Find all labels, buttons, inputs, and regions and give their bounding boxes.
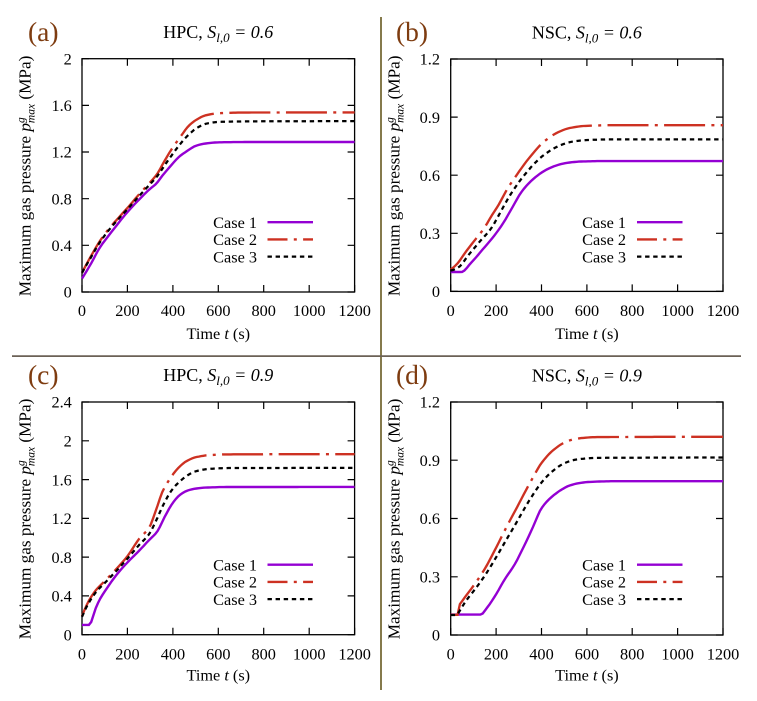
svg-text:0: 0 bbox=[78, 301, 86, 320]
svg-text:Maximum gas pressure pgmax (MP: Maximum gas pressure pgmax (MPa) bbox=[385, 399, 407, 640]
svg-text:NSC, Sl,0 = 0.9: NSC, Sl,0 = 0.9 bbox=[532, 366, 642, 389]
svg-text:1.6: 1.6 bbox=[51, 96, 71, 115]
svg-text:800: 800 bbox=[620, 301, 644, 320]
svg-text:0.6: 0.6 bbox=[420, 166, 440, 185]
svg-text:0: 0 bbox=[447, 645, 455, 664]
svg-text:800: 800 bbox=[251, 645, 275, 664]
svg-text:Case 2: Case 2 bbox=[213, 573, 257, 592]
svg-text:1.6: 1.6 bbox=[51, 470, 71, 489]
svg-text:HPC, Sl,0 = 0.6: HPC, Sl,0 = 0.6 bbox=[163, 22, 273, 45]
svg-text:0: 0 bbox=[64, 283, 72, 302]
svg-text:200: 200 bbox=[115, 301, 139, 320]
svg-text:Case 1: Case 1 bbox=[582, 555, 626, 574]
svg-text:0: 0 bbox=[64, 625, 72, 644]
svg-text:0.8: 0.8 bbox=[51, 189, 71, 208]
svg-text:Case 2: Case 2 bbox=[213, 230, 257, 249]
svg-text:Maximum gas pressure pgmax (MP: Maximum gas pressure pgmax (MPa) bbox=[16, 56, 38, 297]
svg-text:400: 400 bbox=[529, 301, 553, 320]
svg-text:1000: 1000 bbox=[661, 301, 694, 320]
svg-text:Maximum gas pressure pgmax (MP: Maximum gas pressure pgmax (MPa) bbox=[16, 399, 38, 640]
svg-text:HPC, Sl,0 = 0.9: HPC, Sl,0 = 0.9 bbox=[163, 365, 273, 388]
svg-text:Case 3: Case 3 bbox=[213, 590, 257, 609]
svg-text:1200: 1200 bbox=[338, 301, 371, 320]
svg-text:1200: 1200 bbox=[338, 645, 371, 664]
svg-text:2: 2 bbox=[64, 49, 72, 68]
svg-text:Case 2: Case 2 bbox=[582, 573, 626, 592]
svg-text:1000: 1000 bbox=[661, 645, 694, 664]
svg-text:400: 400 bbox=[529, 645, 553, 664]
svg-text:800: 800 bbox=[251, 301, 275, 320]
svg-text:Case 1: Case 1 bbox=[213, 555, 257, 574]
svg-text:1.2: 1.2 bbox=[420, 393, 440, 412]
svg-text:Time t (s): Time t (s) bbox=[186, 324, 250, 343]
svg-text:(c): (c) bbox=[28, 359, 59, 390]
svg-text:0.4: 0.4 bbox=[51, 587, 71, 606]
svg-text:600: 600 bbox=[575, 645, 599, 664]
svg-text:0.9: 0.9 bbox=[420, 108, 440, 127]
svg-text:2: 2 bbox=[64, 432, 72, 451]
svg-text:400: 400 bbox=[161, 645, 185, 664]
svg-text:1000: 1000 bbox=[293, 645, 326, 664]
svg-text:400: 400 bbox=[161, 301, 185, 320]
svg-text:0: 0 bbox=[447, 301, 455, 320]
svg-text:Case 3: Case 3 bbox=[582, 590, 626, 609]
svg-text:1.2: 1.2 bbox=[51, 509, 71, 528]
svg-text:1.2: 1.2 bbox=[51, 143, 71, 162]
svg-text:Time t (s): Time t (s) bbox=[186, 666, 250, 685]
svg-text:Case 1: Case 1 bbox=[213, 213, 257, 232]
svg-text:0: 0 bbox=[78, 645, 86, 664]
svg-text:0: 0 bbox=[432, 626, 440, 645]
svg-text:600: 600 bbox=[206, 645, 230, 664]
svg-text:Time t (s): Time t (s) bbox=[555, 666, 619, 685]
svg-text:(b): (b) bbox=[396, 16, 428, 47]
svg-text:1000: 1000 bbox=[293, 301, 326, 320]
svg-text:2.4: 2.4 bbox=[51, 393, 71, 412]
svg-text:600: 600 bbox=[575, 301, 599, 320]
svg-text:1200: 1200 bbox=[707, 301, 740, 320]
svg-text:0.8: 0.8 bbox=[51, 548, 71, 567]
svg-text:Case 2: Case 2 bbox=[582, 230, 626, 249]
svg-text:NSC, Sl,0 = 0.6: NSC, Sl,0 = 0.6 bbox=[532, 23, 642, 46]
svg-text:0.9: 0.9 bbox=[420, 451, 440, 470]
svg-text:800: 800 bbox=[620, 645, 644, 664]
svg-text:Case 1: Case 1 bbox=[582, 213, 626, 232]
svg-text:1.2: 1.2 bbox=[420, 50, 440, 69]
svg-text:Maximum gas pressure pgmax (MP: Maximum gas pressure pgmax (MPa) bbox=[385, 55, 407, 296]
svg-text:(a): (a) bbox=[28, 16, 59, 47]
svg-text:Case 3: Case 3 bbox=[582, 247, 626, 266]
svg-text:0.6: 0.6 bbox=[420, 509, 440, 528]
svg-text:0: 0 bbox=[432, 282, 440, 301]
svg-text:600: 600 bbox=[206, 301, 230, 320]
svg-text:Time t (s): Time t (s) bbox=[555, 324, 619, 343]
svg-text:0.4: 0.4 bbox=[51, 236, 71, 255]
svg-text:(d): (d) bbox=[396, 359, 428, 390]
svg-text:200: 200 bbox=[484, 645, 508, 664]
svg-text:200: 200 bbox=[115, 645, 139, 664]
svg-text:0.3: 0.3 bbox=[420, 568, 440, 587]
svg-text:1200: 1200 bbox=[707, 645, 740, 664]
svg-text:0.3: 0.3 bbox=[420, 224, 440, 243]
svg-text:200: 200 bbox=[484, 301, 508, 320]
svg-text:Case 3: Case 3 bbox=[213, 247, 257, 266]
